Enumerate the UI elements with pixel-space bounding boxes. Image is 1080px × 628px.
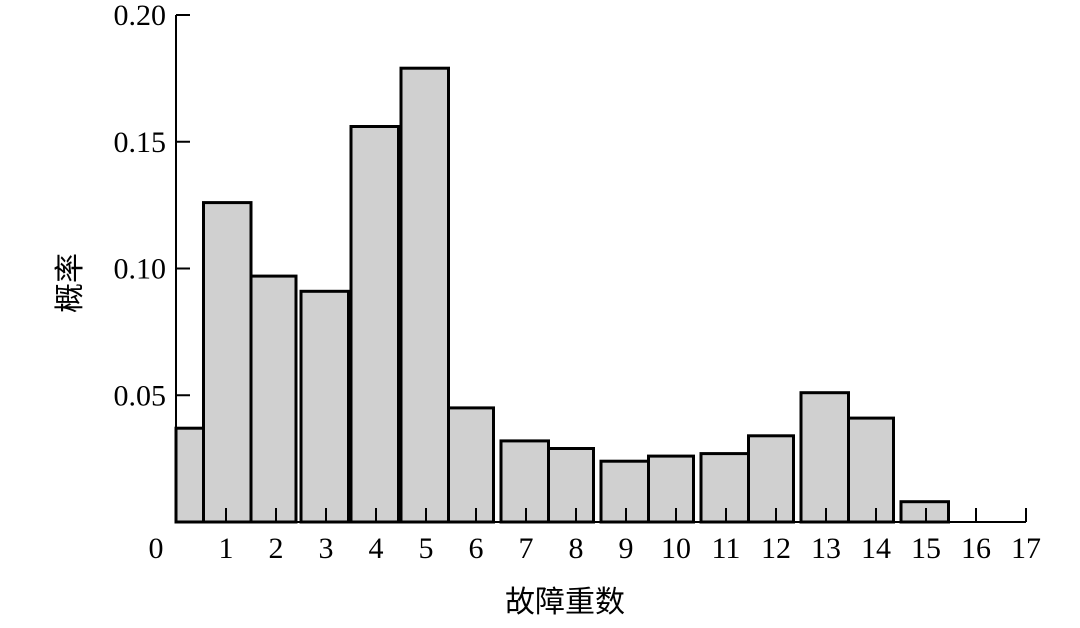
x-axis-title: 故障重数 bbox=[505, 585, 625, 620]
bar-2 bbox=[249, 274, 298, 524]
x-tick-label-3: 3 bbox=[319, 532, 334, 565]
bar-11 bbox=[699, 452, 750, 524]
bar-5 bbox=[399, 66, 450, 524]
bar-8 bbox=[547, 447, 595, 524]
x-tick-label-5: 5 bbox=[419, 532, 434, 565]
x-tick-label-13: 13 bbox=[811, 532, 841, 565]
y-axis-title: 概率 bbox=[53, 253, 88, 313]
x-tick-label-7: 7 bbox=[519, 532, 534, 565]
x-tick-label-14: 14 bbox=[861, 532, 891, 565]
x-tick-label-11: 11 bbox=[712, 532, 741, 565]
bar-3 bbox=[299, 289, 350, 524]
bar-13 bbox=[799, 391, 850, 524]
bar-12 bbox=[747, 434, 795, 524]
bar-0 bbox=[174, 426, 205, 524]
bars-group bbox=[174, 66, 950, 524]
x-tick-label-10: 10 bbox=[661, 532, 691, 565]
x-tick-label-16: 16 bbox=[961, 532, 991, 565]
bar-7 bbox=[499, 439, 550, 524]
bar-14 bbox=[847, 416, 895, 524]
bar-9 bbox=[599, 459, 650, 524]
x-tick-label-0: 0 bbox=[149, 532, 164, 565]
bar-15 bbox=[899, 500, 950, 524]
ticks-group: 0.050.100.150.200 1 2 3 4 5 6 7 8 9 10 11 12 13 14 15 16… bbox=[114, 0, 1042, 565]
x-tick-label-4: 4 bbox=[369, 532, 384, 565]
bar-6 bbox=[447, 406, 495, 524]
y-tick-label-1: 0.10 bbox=[114, 253, 167, 286]
x-tick-label-17: 17 bbox=[1011, 532, 1041, 565]
y-tick-label-0: 0.05 bbox=[114, 379, 167, 412]
x-tick-label-9: 9 bbox=[619, 532, 634, 565]
bar-1 bbox=[202, 201, 253, 524]
x-tick-label-2: 2 bbox=[269, 532, 284, 565]
bar-10 bbox=[647, 454, 695, 524]
y-tick-label-2: 0.15 bbox=[114, 126, 167, 159]
y-tick-label-3: 0.20 bbox=[114, 0, 167, 32]
x-tick-label-6: 6 bbox=[469, 532, 484, 565]
x-tick-label-12: 12 bbox=[761, 532, 791, 565]
bar-4 bbox=[349, 125, 400, 524]
x-tick-label-1: 1 bbox=[219, 532, 234, 565]
x-tick-label-8: 8 bbox=[569, 532, 584, 565]
x-tick-label-15: 15 bbox=[911, 532, 941, 565]
